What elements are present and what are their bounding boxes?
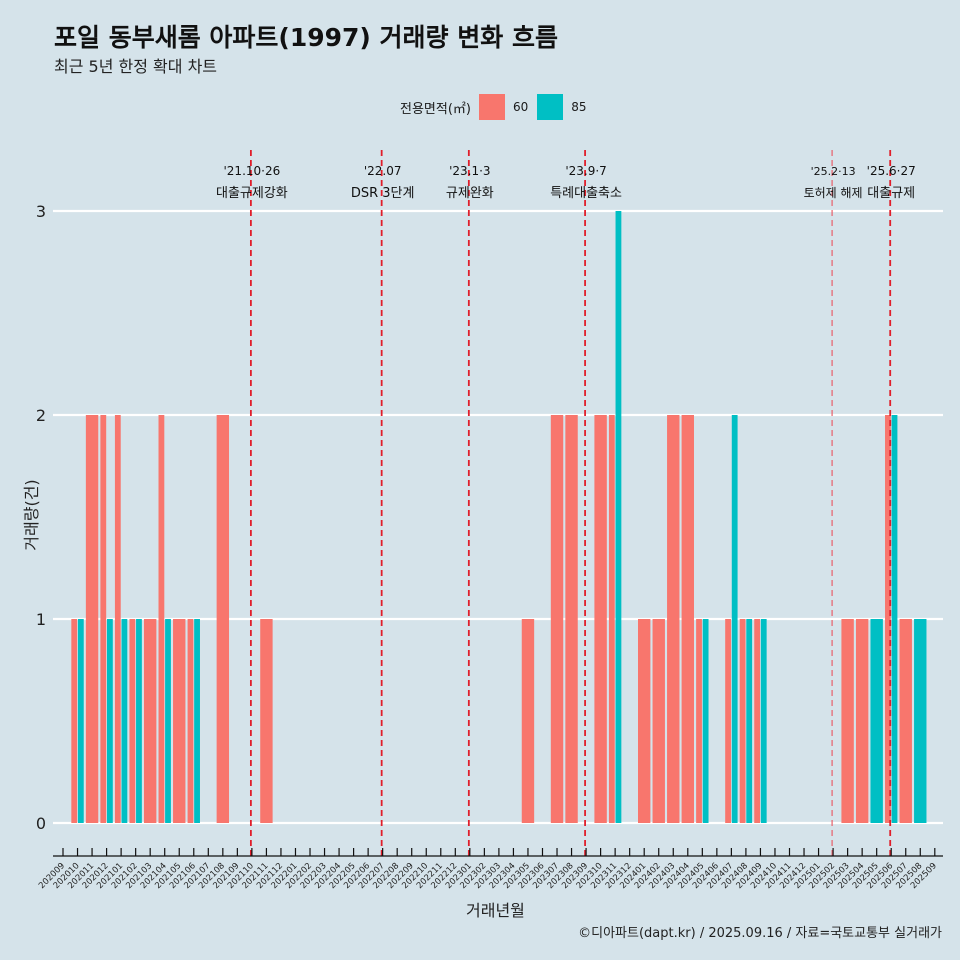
bar-60-202408: [739, 619, 746, 823]
bar-85-202506: [891, 415, 898, 823]
bar-85-202012: [106, 619, 113, 823]
caption: ©디아파트(dapt.kr) / 2025.09.16 / 자료=국토교통부 실…: [578, 926, 942, 941]
y-axis-title: 거래량(건): [22, 479, 41, 551]
bar-60-202504: [855, 619, 869, 823]
bar-60-202103: [143, 619, 157, 823]
bar-60-202310: [594, 415, 607, 823]
bar-60-202102: [129, 619, 136, 823]
bar-60-202507: [899, 619, 912, 823]
annotation-label: DSR 3단계: [351, 186, 415, 201]
annotation-label: 특례대출축소: [550, 186, 622, 201]
bar-60-202311: [608, 415, 615, 823]
bar-60-202012: [100, 415, 107, 823]
bar-60-202503: [841, 619, 854, 823]
bar-85-202408: [746, 619, 753, 823]
bar-60-202407: [725, 619, 731, 823]
bar-60-202010: [71, 619, 78, 823]
legend-label-60: 60: [512, 100, 529, 114]
bar-85-202407: [731, 415, 738, 823]
y-tick-labels: 0 1 2 3: [36, 202, 46, 833]
bar-85-202102: [136, 619, 142, 823]
bar-60-202404: [681, 415, 694, 823]
bar-60-202506: [885, 415, 891, 823]
bar-60-202106: [187, 619, 194, 823]
legend-title: 전용면적(㎡): [400, 101, 471, 117]
chart-subtitle: 최근 5년 한정 확대 차트: [54, 57, 218, 76]
bar-60-202307: [550, 415, 564, 823]
bar-85-202311: [615, 211, 622, 823]
legend-swatch-85: [537, 94, 564, 120]
annotation-labels: '21.10·26 대출규제강화 '22.07 DSR 3단계 '23.1·3 규제완화 '…: [216, 164, 916, 201]
annotation-date: '22.07: [364, 164, 402, 178]
y-tick-label: 2: [36, 406, 46, 425]
bar-85-202104: [165, 619, 171, 823]
bar-85-202101: [121, 619, 128, 823]
gridlines: [53, 209, 943, 825]
bar-60-202308: [565, 415, 578, 823]
y-tick-label: 3: [36, 202, 46, 221]
bar-60-202105: [173, 619, 186, 823]
x-axis: 2020092020102020112020122021012021022021…: [37, 848, 943, 891]
bar-85-202010: [77, 619, 84, 823]
bar-60-202401: [638, 619, 651, 823]
chart-title: 포일 동부새롬 아파트(1997) 거래량 변화 흐름: [54, 23, 558, 52]
annotation-date: '23.1·3: [449, 164, 490, 178]
bar-60-202111: [260, 619, 273, 823]
bar-60-202101: [114, 415, 121, 823]
bar-85-202405: [702, 619, 709, 823]
x-axis-title: 거래년월: [466, 901, 525, 920]
bar-60-202409: [754, 619, 761, 823]
annotation-date: '23.9·7: [565, 164, 606, 178]
annotation-label: 토허제 해제: [804, 186, 863, 200]
legend: 전용면적(㎡) 60 85: [400, 94, 596, 120]
bars: [71, 211, 927, 823]
bar-60-202011: [85, 415, 99, 823]
annotation-lines: [249, 150, 892, 858]
annotation-date: '21.10·26: [224, 164, 281, 178]
annotation-label: 규제완화: [446, 186, 494, 201]
bar-85-202409: [760, 619, 767, 823]
annotation-label: 대출규제강화: [216, 186, 288, 201]
y-tick-label: 0: [36, 814, 46, 833]
bar-85-202505: [870, 619, 883, 823]
bar-60-202402: [652, 619, 665, 823]
bar-60-202403: [667, 415, 680, 823]
legend-label-85: 85: [571, 100, 587, 114]
annotation-label: 대출규제: [867, 186, 915, 201]
annotation-date: '25.6·27: [867, 164, 916, 178]
y-tick-label: 1: [36, 610, 46, 629]
bar-85-202508: [914, 619, 927, 823]
annotation-date: '25.2·13: [811, 165, 856, 178]
bar-60-202104: [158, 415, 165, 823]
bar-60-202405: [696, 619, 702, 823]
legend-swatch-60: [478, 94, 505, 120]
bar-85-202106: [194, 619, 200, 823]
bar-60-202305: [521, 619, 535, 823]
bar-60-202108: [216, 415, 230, 823]
